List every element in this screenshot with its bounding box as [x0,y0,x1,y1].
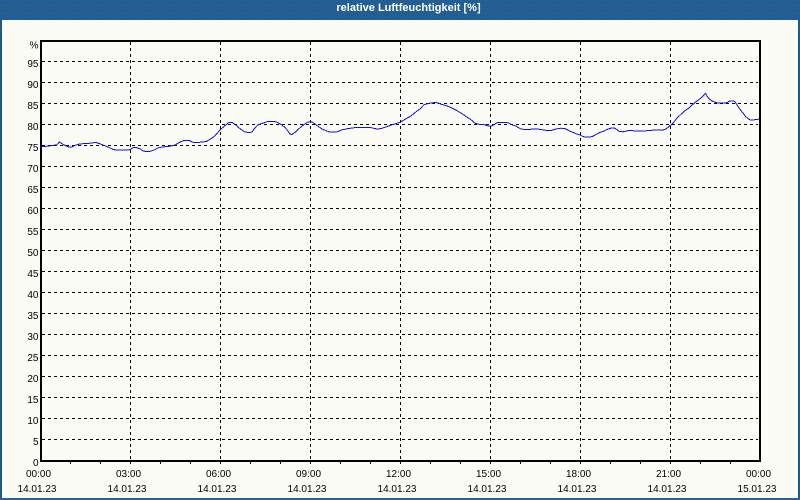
svg-text:5: 5 [33,437,39,448]
svg-text:15: 15 [27,395,39,406]
svg-text:18:00: 18:00 [566,469,591,480]
svg-text:14.01.23: 14.01.23 [648,484,687,495]
svg-text:06:00: 06:00 [206,469,231,480]
svg-text:50: 50 [27,248,39,259]
svg-text:%: % [30,41,39,52]
svg-text:09:00: 09:00 [296,469,321,480]
svg-text:30: 30 [27,332,39,343]
svg-text:95: 95 [27,59,39,70]
svg-text:10: 10 [27,416,39,427]
svg-text:14.01.23: 14.01.23 [198,484,237,495]
svg-text:21:00: 21:00 [656,469,681,480]
svg-text:03:00: 03:00 [116,469,141,480]
svg-text:55: 55 [27,227,39,238]
svg-text:0: 0 [33,458,39,469]
svg-text:14.01.23: 14.01.23 [108,484,147,495]
svg-text:15:00: 15:00 [476,469,501,480]
svg-text:65: 65 [27,185,39,196]
svg-text:00:00: 00:00 [746,469,771,480]
svg-text:00:00: 00:00 [26,469,51,480]
svg-text:60: 60 [27,206,39,217]
svg-text:25: 25 [27,353,39,364]
svg-text:14.01.23: 14.01.23 [288,484,327,495]
svg-text:45: 45 [27,269,39,280]
svg-text:12:00: 12:00 [386,469,411,480]
svg-text:75: 75 [27,143,39,154]
svg-text:90: 90 [27,80,39,91]
svg-text:85: 85 [27,101,39,112]
svg-text:14.01.23: 14.01.23 [378,484,417,495]
svg-text:15.01.23: 15.01.23 [738,484,777,495]
svg-text:20: 20 [27,374,39,385]
svg-text:35: 35 [27,311,39,322]
svg-text:70: 70 [27,164,39,175]
svg-text:40: 40 [27,290,39,301]
svg-text:80: 80 [27,122,39,133]
svg-text:14.01.23: 14.01.23 [468,484,507,495]
svg-text:14.01.23: 14.01.23 [558,484,597,495]
svg-text:14.01.23: 14.01.23 [18,484,57,495]
